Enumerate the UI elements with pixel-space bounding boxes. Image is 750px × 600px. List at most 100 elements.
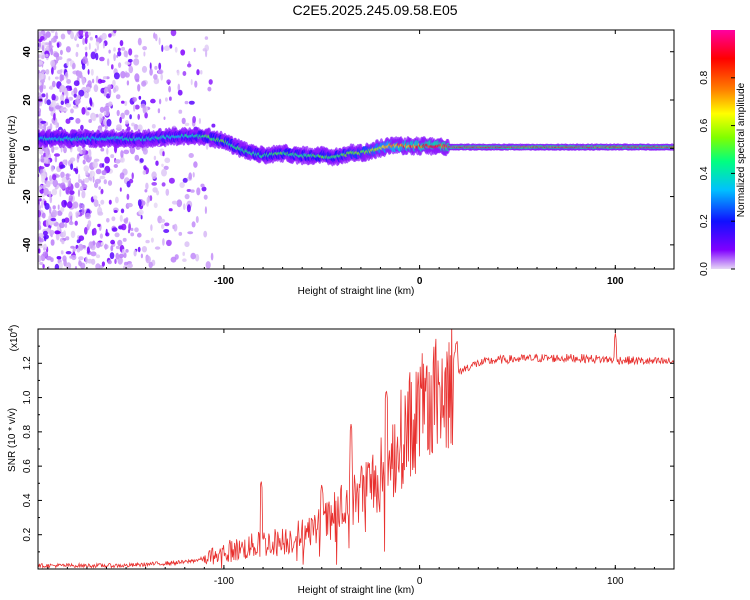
noise-point: [60, 250, 64, 255]
noise-point: [95, 254, 101, 259]
noise-point: [101, 261, 105, 267]
noise-point: [73, 93, 78, 98]
noise-point: [163, 165, 169, 170]
noise-point: [78, 256, 84, 261]
noise-point: [38, 31, 42, 37]
noise-point: [143, 165, 147, 170]
noise-point: [146, 196, 150, 204]
colorbar-tick-label: 0.6: [699, 118, 710, 132]
noise-point: [130, 227, 134, 231]
noise-point: [125, 120, 129, 125]
noise-point: [69, 190, 75, 196]
noise-point: [84, 177, 90, 183]
noise-point: [53, 52, 60, 58]
noise-point: [186, 204, 191, 213]
noise-point: [150, 224, 153, 232]
noise-point: [154, 246, 161, 250]
noise-point: [79, 186, 84, 192]
noise-point: [95, 241, 101, 249]
noise-point: [82, 56, 88, 65]
noise-point: [120, 71, 126, 79]
noise-point: [166, 79, 171, 85]
noise-point: [45, 180, 51, 188]
noise-point: [43, 187, 49, 196]
noise-point: [113, 30, 117, 34]
noise-point: [210, 252, 214, 261]
y-tick-label: 0.2: [22, 527, 33, 541]
noise-point: [38, 125, 44, 130]
noise-point: [60, 182, 66, 190]
noise-point: [81, 107, 86, 115]
noise-point: [75, 118, 81, 124]
noise-point: [93, 158, 100, 162]
noise-point: [128, 223, 132, 231]
spectrogram-x-ticks: -100 0 100: [47, 30, 675, 287]
noise-point: [49, 123, 53, 131]
noise-point: [129, 114, 132, 120]
noise-point: [80, 124, 84, 131]
noise-point: [40, 72, 45, 80]
noise-point: [211, 123, 216, 128]
x-tick-label: 0: [417, 276, 423, 287]
x-tick-label: 100: [607, 276, 624, 287]
y-tick-label: -20: [22, 189, 33, 204]
noise-point: [100, 241, 104, 246]
noise-point: [149, 68, 153, 76]
noise-point: [65, 173, 70, 181]
noise-point: [100, 147, 105, 152]
noise-point: [85, 51, 88, 58]
noise-point: [49, 175, 52, 182]
noise-point: [148, 261, 153, 269]
noise-point: [178, 109, 183, 114]
noise-point: [83, 165, 90, 173]
noise-point: [124, 261, 129, 266]
noise-point: [124, 218, 128, 224]
noise-point: [126, 202, 133, 208]
noise-point: [85, 106, 88, 113]
noise-point: [165, 188, 170, 196]
snr-plot-area: [38, 329, 674, 569]
noise-point: [152, 187, 158, 193]
noise-point: [113, 72, 120, 80]
noise-point: [105, 93, 111, 99]
noise-point: [165, 97, 168, 102]
noise-point: [82, 38, 85, 45]
noise-point: [120, 150, 124, 158]
noise-point: [74, 266, 78, 269]
noise-point: [100, 199, 105, 205]
colorbar-tick-label: 0.2: [699, 214, 710, 228]
noise-point: [192, 116, 197, 124]
y-tick-label: 1.0: [22, 390, 33, 404]
noise-point: [52, 179, 58, 188]
noise-point: [73, 87, 78, 95]
spectrogram-plot-area: [38, 30, 674, 269]
noise-point: [194, 80, 198, 88]
noise-point: [117, 50, 122, 57]
noise-point: [65, 118, 71, 124]
noise-point: [63, 87, 68, 95]
noise-point: [63, 108, 68, 112]
noise-point: [55, 105, 61, 110]
noise-point: [92, 227, 97, 236]
noise-point: [117, 239, 123, 247]
noise-point: [85, 256, 88, 265]
noise-point: [86, 246, 90, 254]
noise-point: [44, 98, 47, 105]
spectrogram-x-axis-label: Height of straight line (km): [298, 286, 415, 297]
noise-point: [184, 122, 190, 126]
noise-point: [59, 107, 64, 112]
noise-point: [78, 30, 84, 37]
noise-point: [38, 255, 42, 263]
noise-point: [171, 200, 178, 205]
noise-point: [87, 31, 91, 36]
noise-point: [120, 112, 125, 120]
noise-point: [71, 32, 75, 40]
noise-point: [38, 54, 41, 59]
noise-point: [59, 74, 63, 82]
noise-point: [110, 154, 115, 159]
snr-x-ticks: -100 0 100: [47, 329, 675, 587]
noise-point: [137, 199, 142, 207]
snr-frame: [37, 328, 675, 570]
noise-point: [114, 258, 117, 264]
noise-point: [89, 170, 96, 179]
